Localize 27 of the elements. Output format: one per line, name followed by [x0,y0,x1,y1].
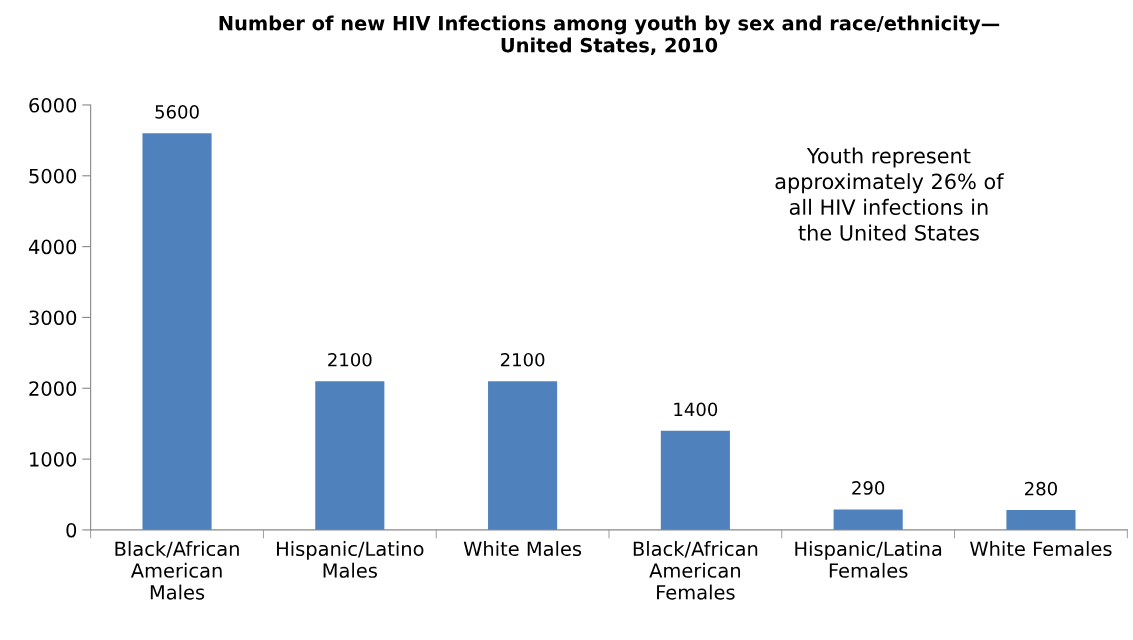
x-tick-label: White Females [970,541,1112,557]
data-label: 2100 [328,352,372,367]
x-tick-label: Hispanic/Latino Males [277,541,424,578]
annotation: Youth represent approximately 26% of all HIV infections in the United States [775,147,1004,241]
x-tick-label: Black/African American Males [115,541,239,600]
data-label: 5600 [155,105,199,119]
x-tick-label: Black/African American Females [633,541,758,600]
y-tick-label: 0 [66,522,77,538]
chart-title: Number of new HIV Infections among youth by sex and race/ethnicity— United States, 2010 [219,15,1000,55]
data-label: 290 [852,481,885,495]
bar [1006,510,1076,530]
data-label: 2100 [500,352,545,367]
data-label: 280 [1025,481,1057,496]
y-tick-label: 5000 [29,168,77,184]
x-tick-label: White Males [463,541,582,557]
y-tick-label: 1000 [30,452,77,467]
bar [315,381,385,530]
y-tick-label: 2000 [29,381,77,396]
x-tick-label: Hispanic/Latina Females [795,541,942,578]
bar [488,381,558,530]
bar [660,430,730,530]
y-tick-label: 3000 [29,310,77,326]
y-tick-label: 4000 [28,239,77,255]
data-label: 1400 [674,402,718,417]
bar [833,509,903,530]
y-tick-label: 6000 [29,97,77,113]
bar [142,133,212,530]
